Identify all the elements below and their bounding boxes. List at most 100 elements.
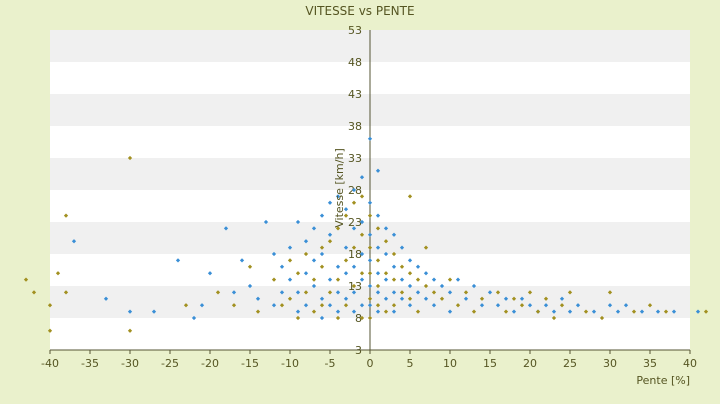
data-point: [327, 303, 333, 308]
y-axis-label: Vitesse [km/h]: [333, 148, 346, 228]
data-point: [367, 200, 373, 205]
data-point: [359, 251, 365, 257]
data-point: [303, 290, 309, 295]
data-point: [639, 309, 645, 314]
data-point: [71, 239, 77, 244]
data-point: [351, 290, 357, 295]
x-tick-label: 40: [683, 357, 697, 370]
data-point: [343, 271, 349, 276]
data-point: [399, 245, 405, 250]
data-point: [319, 303, 325, 308]
data-point: [359, 315, 365, 321]
y-tick-label: 43: [348, 88, 362, 101]
data-point: [447, 290, 453, 295]
data-point: [351, 200, 357, 205]
x-tick-label: -20: [201, 357, 219, 370]
data-point: [319, 264, 325, 269]
data-point: [311, 258, 317, 263]
data-point: [703, 309, 709, 314]
data-point: [431, 277, 437, 282]
data-point: [303, 271, 309, 276]
x-tick-label: 15: [483, 357, 497, 370]
data-point: [535, 309, 541, 314]
data-point: [567, 290, 573, 295]
data-point: [343, 213, 349, 218]
data-point: [375, 283, 381, 289]
data-point: [255, 296, 261, 301]
y-tick-label: 48: [348, 56, 362, 69]
y-tick-label: 33: [348, 152, 362, 165]
data-point: [607, 290, 613, 295]
data-point: [335, 264, 341, 269]
data-point: [375, 168, 381, 173]
data-point: [543, 303, 549, 308]
data-point: [199, 303, 205, 308]
data-point: [271, 251, 277, 257]
y-tick-label: 18: [348, 248, 362, 261]
data-point: [367, 258, 373, 263]
data-point: [303, 239, 309, 244]
data-point: [295, 271, 301, 276]
data-point: [327, 239, 333, 244]
x-tick-label: 30: [603, 357, 617, 370]
data-point: [623, 303, 629, 308]
data-point: [463, 296, 469, 301]
data-point: [151, 309, 157, 314]
data-point: [327, 200, 333, 205]
data-point: [655, 309, 661, 314]
data-point: [423, 283, 429, 289]
data-point: [375, 226, 381, 231]
data-point: [663, 309, 669, 314]
data-point: [367, 232, 373, 237]
data-point: [343, 296, 349, 301]
data-point: [359, 219, 365, 225]
data-point: [359, 194, 365, 199]
data-point: [359, 277, 365, 282]
data-point: [295, 219, 301, 225]
data-point: [287, 296, 293, 301]
data-point: [231, 290, 237, 295]
data-point: [695, 309, 701, 314]
data-point: [367, 213, 373, 218]
data-point: [359, 232, 365, 237]
data-point: [671, 309, 677, 314]
data-point: [367, 283, 373, 289]
data-point: [31, 290, 37, 295]
y-tick-label: 23: [348, 216, 362, 229]
data-point: [191, 315, 197, 321]
data-point: [399, 277, 405, 282]
data-point: [351, 245, 357, 250]
data-point: [599, 315, 605, 321]
data-point: [423, 271, 429, 276]
data-point: [399, 296, 405, 301]
data-point: [439, 283, 445, 289]
data-point: [615, 309, 621, 314]
y-tick-label: 38: [348, 120, 362, 133]
data-point: [279, 264, 285, 269]
data-point: [383, 271, 389, 276]
data-point: [335, 309, 341, 314]
data-point: [327, 277, 333, 282]
x-tick-label: 25: [563, 357, 577, 370]
data-point: [551, 309, 557, 314]
data-point: [335, 194, 341, 199]
data-point: [383, 277, 389, 282]
data-point: [343, 303, 349, 308]
data-point: [383, 296, 389, 301]
data-point: [311, 283, 317, 289]
y-tick-label: 53: [348, 24, 362, 37]
data-point: [183, 303, 189, 308]
data-point: [423, 245, 429, 250]
data-point: [335, 315, 341, 321]
data-point: [255, 309, 261, 314]
data-point: [391, 277, 397, 282]
x-tick-label: -5: [325, 357, 336, 370]
data-point: [383, 226, 389, 231]
data-point: [367, 303, 373, 308]
data-point: [375, 290, 381, 295]
data-point: [295, 290, 301, 295]
data-point: [391, 264, 397, 269]
data-point: [239, 258, 245, 263]
